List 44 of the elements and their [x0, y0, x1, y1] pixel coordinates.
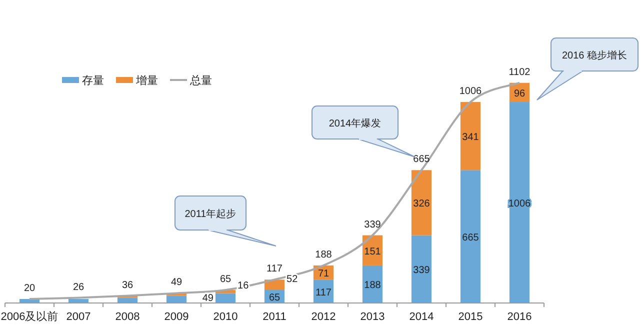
data-label: 341: [462, 132, 480, 144]
data-label: 96: [514, 88, 526, 100]
bar: [460, 170, 481, 303]
x-tick-label: 2010: [213, 311, 238, 323]
data-label: 326: [413, 198, 430, 210]
x-tick-label: 2008: [115, 311, 140, 323]
x-tick-label: 2009: [164, 311, 189, 323]
x-tick-label: 2012: [311, 311, 336, 323]
data-label: 117: [266, 264, 283, 275]
data-label: 52: [286, 274, 298, 285]
data-label: 1102: [508, 66, 531, 78]
data-label: 49: [202, 293, 214, 304]
bar: [509, 102, 530, 303]
data-label: 49: [170, 277, 182, 288]
legend-label: 存量: [82, 75, 104, 87]
data-label: 36: [122, 280, 134, 291]
data-label: 26: [72, 282, 84, 293]
annotation: 2014年爆发: [328, 118, 382, 130]
data-label: 16: [238, 280, 250, 292]
bar: [166, 296, 187, 303]
data-label: 339: [364, 219, 382, 230]
data-label: 65: [268, 292, 280, 304]
data-label: 117: [316, 287, 332, 298]
data-label: 151: [364, 246, 382, 258]
x-tick-label: 2015: [458, 311, 483, 323]
x-tick-label: 2007: [66, 311, 91, 323]
bar: [215, 293, 236, 303]
data-label: 665: [413, 154, 430, 166]
x-tick-label: 2014: [409, 311, 434, 323]
data-label: 339: [413, 265, 430, 276]
data-label: 65: [220, 274, 232, 286]
legend-label: 总量: [189, 74, 212, 87]
x-tick-label: 2016: [507, 311, 532, 323]
data-label: 188: [315, 249, 332, 260]
legend-label: 增量: [135, 75, 158, 87]
x-tick-label: 2011: [262, 311, 286, 323]
data-label: 1006: [459, 86, 482, 98]
x-tick-label: 2013: [360, 311, 385, 323]
data-label: 20: [24, 283, 36, 294]
data-label: 71: [318, 268, 330, 280]
annotation: 2011年起步: [184, 208, 236, 220]
data-label: 188: [364, 280, 382, 292]
x-tick-label: 2006及以前: [0, 310, 58, 323]
data-label: 665: [462, 232, 480, 244]
